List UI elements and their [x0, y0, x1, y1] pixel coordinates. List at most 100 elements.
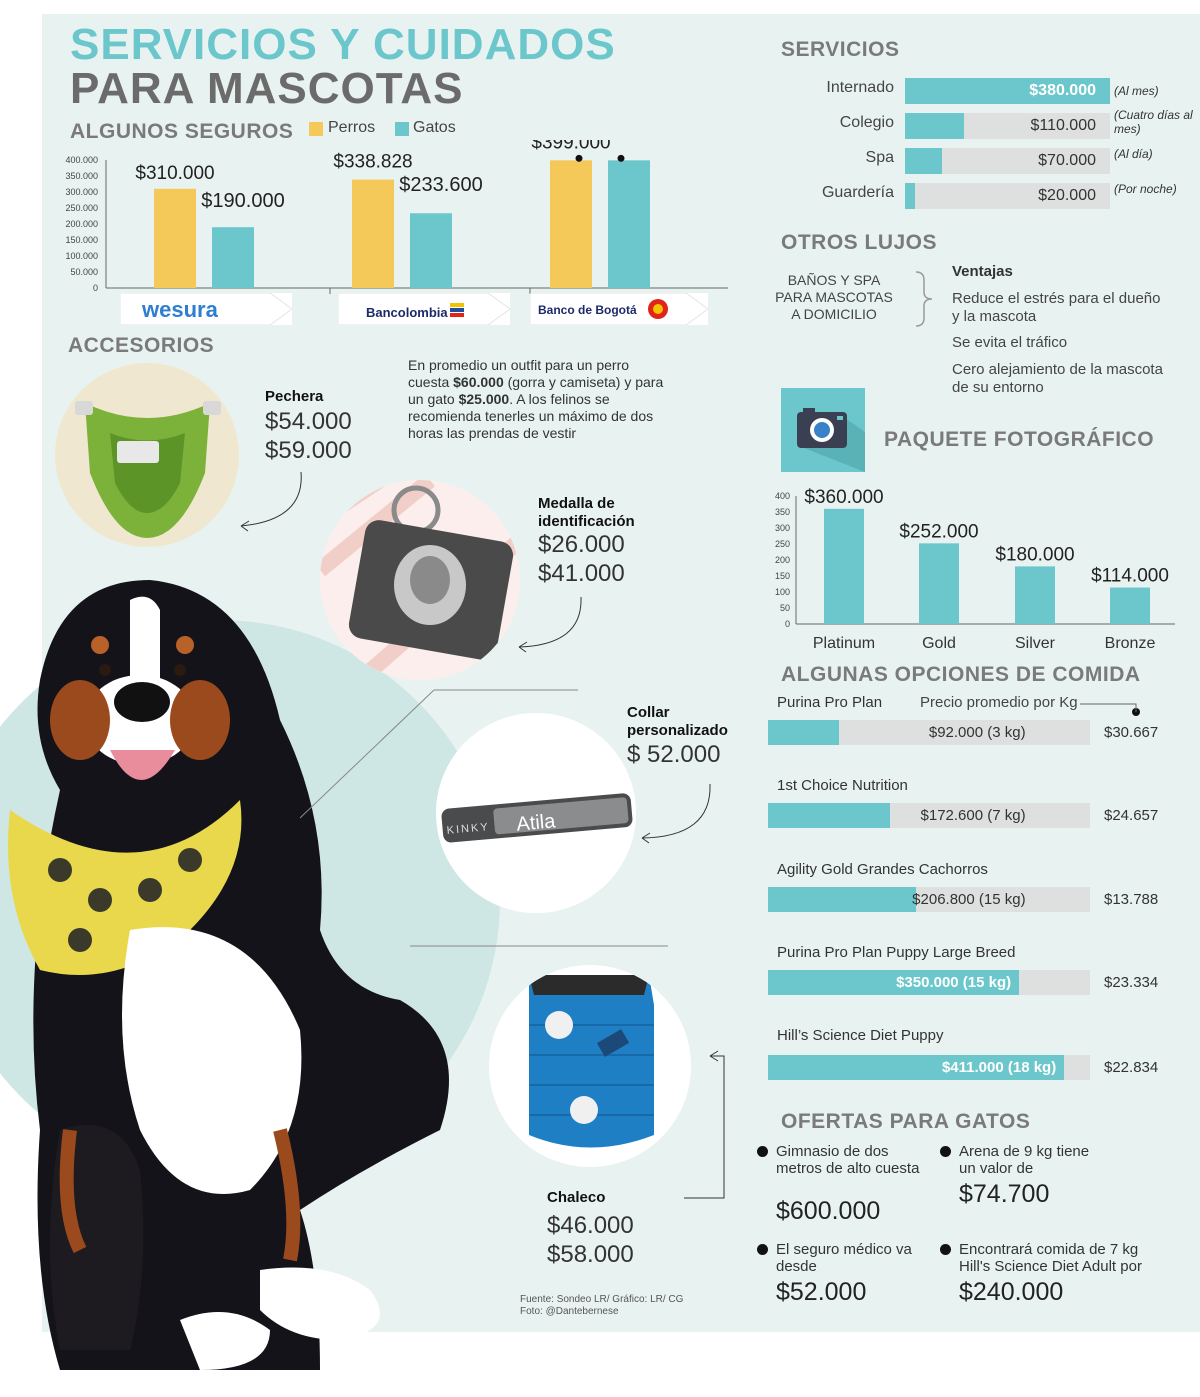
photo-credit: Foto: @Dantebernese [520, 1306, 619, 1317]
insurance-title: ALGUNOS SEGUROS [70, 120, 294, 143]
pechera-photo [55, 363, 239, 547]
insurance-chart: 400.000 350.000 300.000 250.000 200.000 150.0… [65, 140, 728, 294]
y-tick-label: 50.000 [70, 267, 98, 277]
advantage-item: Se evita el tráfico [952, 334, 1068, 351]
logo-bancolombia-text: Bancolombia [366, 305, 448, 320]
accessory-price: $58.000 [547, 1241, 634, 1268]
food-bar-fill [768, 720, 839, 745]
y-tick-label: 400.000 [65, 155, 98, 165]
accessory-name: Chaleco [547, 1189, 606, 1206]
service-bar-track: $70.000 [905, 148, 1110, 174]
bar-value-label: $233.600 [399, 174, 482, 196]
food-bar-track: $411.000 (18 kg) [768, 1055, 1090, 1080]
bar-cats [212, 227, 254, 288]
collar-name-text: Atila [516, 810, 558, 835]
bar-bronze [1110, 587, 1150, 624]
outfit-note: En promedio un outfit para un perro cues… [408, 357, 664, 441]
y-tick-label: 300 [775, 523, 790, 533]
y-tick-label: 150.000 [65, 235, 98, 245]
food-price-per-kg: $23.334 [1104, 974, 1159, 991]
luxury-service: BAÑOS Y SPA PARA MASCOTAS A DOMICILIO [775, 272, 893, 322]
food-bar-track: $206.800 (15 kg) [768, 887, 1090, 912]
service-note: (Al mes) [1114, 84, 1159, 98]
food-bar-label: $411.000 (18 kg) [941, 1059, 1057, 1076]
food-name: Agility Gold Grandes Cachorros [777, 861, 988, 878]
collar-photo: KINKY Atila [436, 713, 636, 913]
accessory-name: Collar personalizado [627, 704, 728, 739]
bar-value-label: $360.000 [804, 487, 883, 508]
arrow-medalla-icon [518, 596, 582, 653]
luxuries-title: OTROS LUJOS [781, 231, 938, 254]
accessory-name: Pechera [265, 388, 324, 405]
food-price-per-kg: $24.657 [1104, 807, 1159, 824]
y-tick-label: 100.000 [65, 251, 98, 261]
food-bar-fill [768, 970, 1020, 995]
food-price-per-kg: $13.788 [1104, 891, 1159, 908]
service-note: (Al día) [1114, 147, 1153, 161]
y-tick-label: 250.000 [65, 203, 98, 213]
y-tick-label: 0 [785, 619, 790, 629]
accessory-price: $59.000 [265, 437, 352, 464]
bar-value-label: $399.000 [531, 140, 610, 153]
bar-platinum [824, 508, 864, 624]
camera-tile [781, 388, 865, 472]
bar-value-label: $190.000 [201, 190, 284, 212]
cat-offer-price: $600.000 [776, 1197, 881, 1225]
accessories-title: ACCESORIOS [68, 334, 215, 357]
x-category-label: Platinum [813, 635, 875, 652]
y-tick-label: 300.000 [65, 187, 98, 197]
food-column-header: Precio promedio por Kg [920, 694, 1078, 711]
food-bar-fill [768, 803, 891, 828]
bullet-dot [940, 1146, 951, 1157]
service-note: (Cuatro días al mes) [1114, 108, 1193, 136]
x-category-label: Bronze [1105, 635, 1156, 652]
page-title: SERVICIOS Y CUIDADOS [70, 20, 616, 69]
y-tick-label: 0 [93, 283, 98, 293]
service-bar-track: $380.000 [905, 78, 1110, 104]
accessory-name: Medalla de identificación [538, 495, 635, 530]
accessory-price: $ 52.000 [627, 741, 721, 768]
service-bar-track: $110.000 [905, 113, 1110, 139]
arrow-chaleco-icon [684, 1050, 725, 1199]
y-tick-label: 200 [775, 555, 790, 565]
logo-wesura-text: wesura [141, 297, 219, 322]
bar-value-label: $338.828 [333, 152, 412, 173]
bar-value-label: $399.000 [597, 140, 680, 143]
source-credit: Fuente: Sondeo LR/ Gráfico: LR/ CG [520, 1294, 684, 1305]
food-name: 1st Choice Nutrition [777, 777, 908, 794]
y-tick-label: 50 [780, 603, 790, 613]
bar-value-label: $310.000 [135, 163, 214, 184]
food-bar-fill [768, 887, 917, 912]
service-bar-value: $20.000 [1038, 187, 1096, 204]
service-bar-value: $70.000 [1038, 152, 1096, 169]
camera-icon [797, 408, 865, 472]
advantage-item: Cero alejamiento de la mascota de su ent… [952, 361, 1163, 396]
x-category-label: Silver [1015, 635, 1056, 652]
arrow-pechera-icon [240, 471, 302, 532]
food-price-per-kg: $22.834 [1104, 1059, 1159, 1076]
accessory-price: $46.000 [547, 1212, 634, 1239]
y-tick-label: 100 [775, 587, 790, 597]
cat-offer-text: El seguro médico va desde [776, 1241, 912, 1275]
food-name: Purina Pro Plan [777, 694, 883, 711]
food-name: Hill’s Science Diet Puppy [777, 1027, 944, 1044]
cat-offer-price: $240.000 [959, 1278, 1064, 1306]
photo-chart: 400 350 300 250 200 150 100 50 0 $360.000 Platinu… [775, 487, 1175, 652]
service-bar-fill [905, 78, 1110, 104]
chaleco-photo [489, 965, 691, 1167]
cat-offer-price: $52.000 [776, 1278, 867, 1306]
dog-image [8, 580, 449, 1370]
service-label: Colegio [839, 114, 894, 131]
cat-offer-price: $74.700 [959, 1180, 1050, 1208]
food-name: Purina Pro Plan Puppy Large Breed [777, 944, 1016, 961]
photo-title: PAQUETE FOTOGRÁFICO [884, 428, 1155, 451]
service-bar-fill [905, 148, 942, 174]
legend-cats-swatch [395, 122, 409, 136]
accessory-price: $54.000 [265, 408, 352, 435]
y-tick-label: 150 [775, 571, 790, 581]
cat-offer-text: Encontrará comida de 7 kg Hill's Science… [959, 1241, 1142, 1275]
bar-cats [410, 213, 452, 288]
y-tick-label: 200.000 [65, 219, 98, 229]
legend-cats-label: Gatos [413, 119, 456, 136]
service-label: Spa [865, 149, 894, 166]
